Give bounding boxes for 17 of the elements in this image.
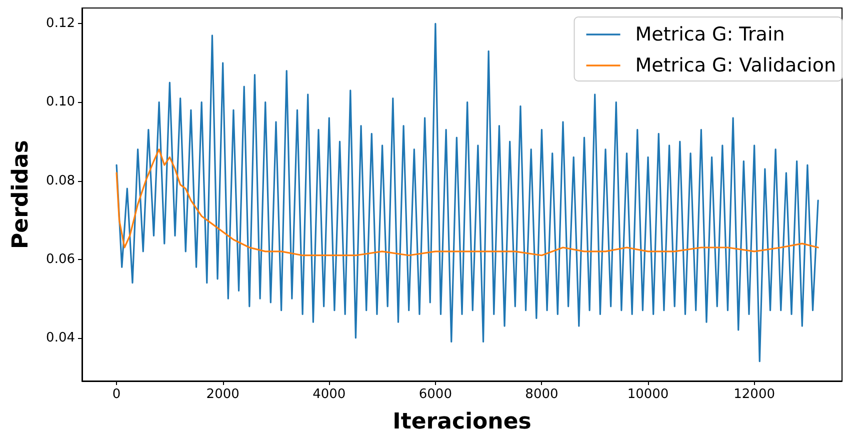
x-tick-label: 12000 (734, 387, 775, 402)
y-tick-label: 0.12 (46, 16, 75, 32)
x-tick-label: 6000 (418, 387, 452, 402)
y-axis-title: Perdidas (8, 140, 34, 249)
line-series (116, 148, 819, 256)
y-tick-label: 0.10 (46, 94, 75, 110)
legend-label: Metrica G: Train (635, 24, 785, 46)
x-tick-label: 10000 (627, 387, 669, 402)
x-tick-label: 8000 (525, 387, 558, 402)
x-tick-label: 4000 (312, 387, 346, 402)
x-axis-title: Iteraciones (392, 410, 532, 434)
x-tick-label: 0 (112, 387, 121, 402)
y-tick-label: 0.04 (46, 330, 75, 346)
y-tick-label: 0.08 (46, 173, 75, 188)
legend-label: Metrica G: Validacion (635, 54, 836, 76)
x-tick-label: 2000 (206, 387, 240, 402)
y-tick-label: 0.06 (46, 252, 75, 267)
